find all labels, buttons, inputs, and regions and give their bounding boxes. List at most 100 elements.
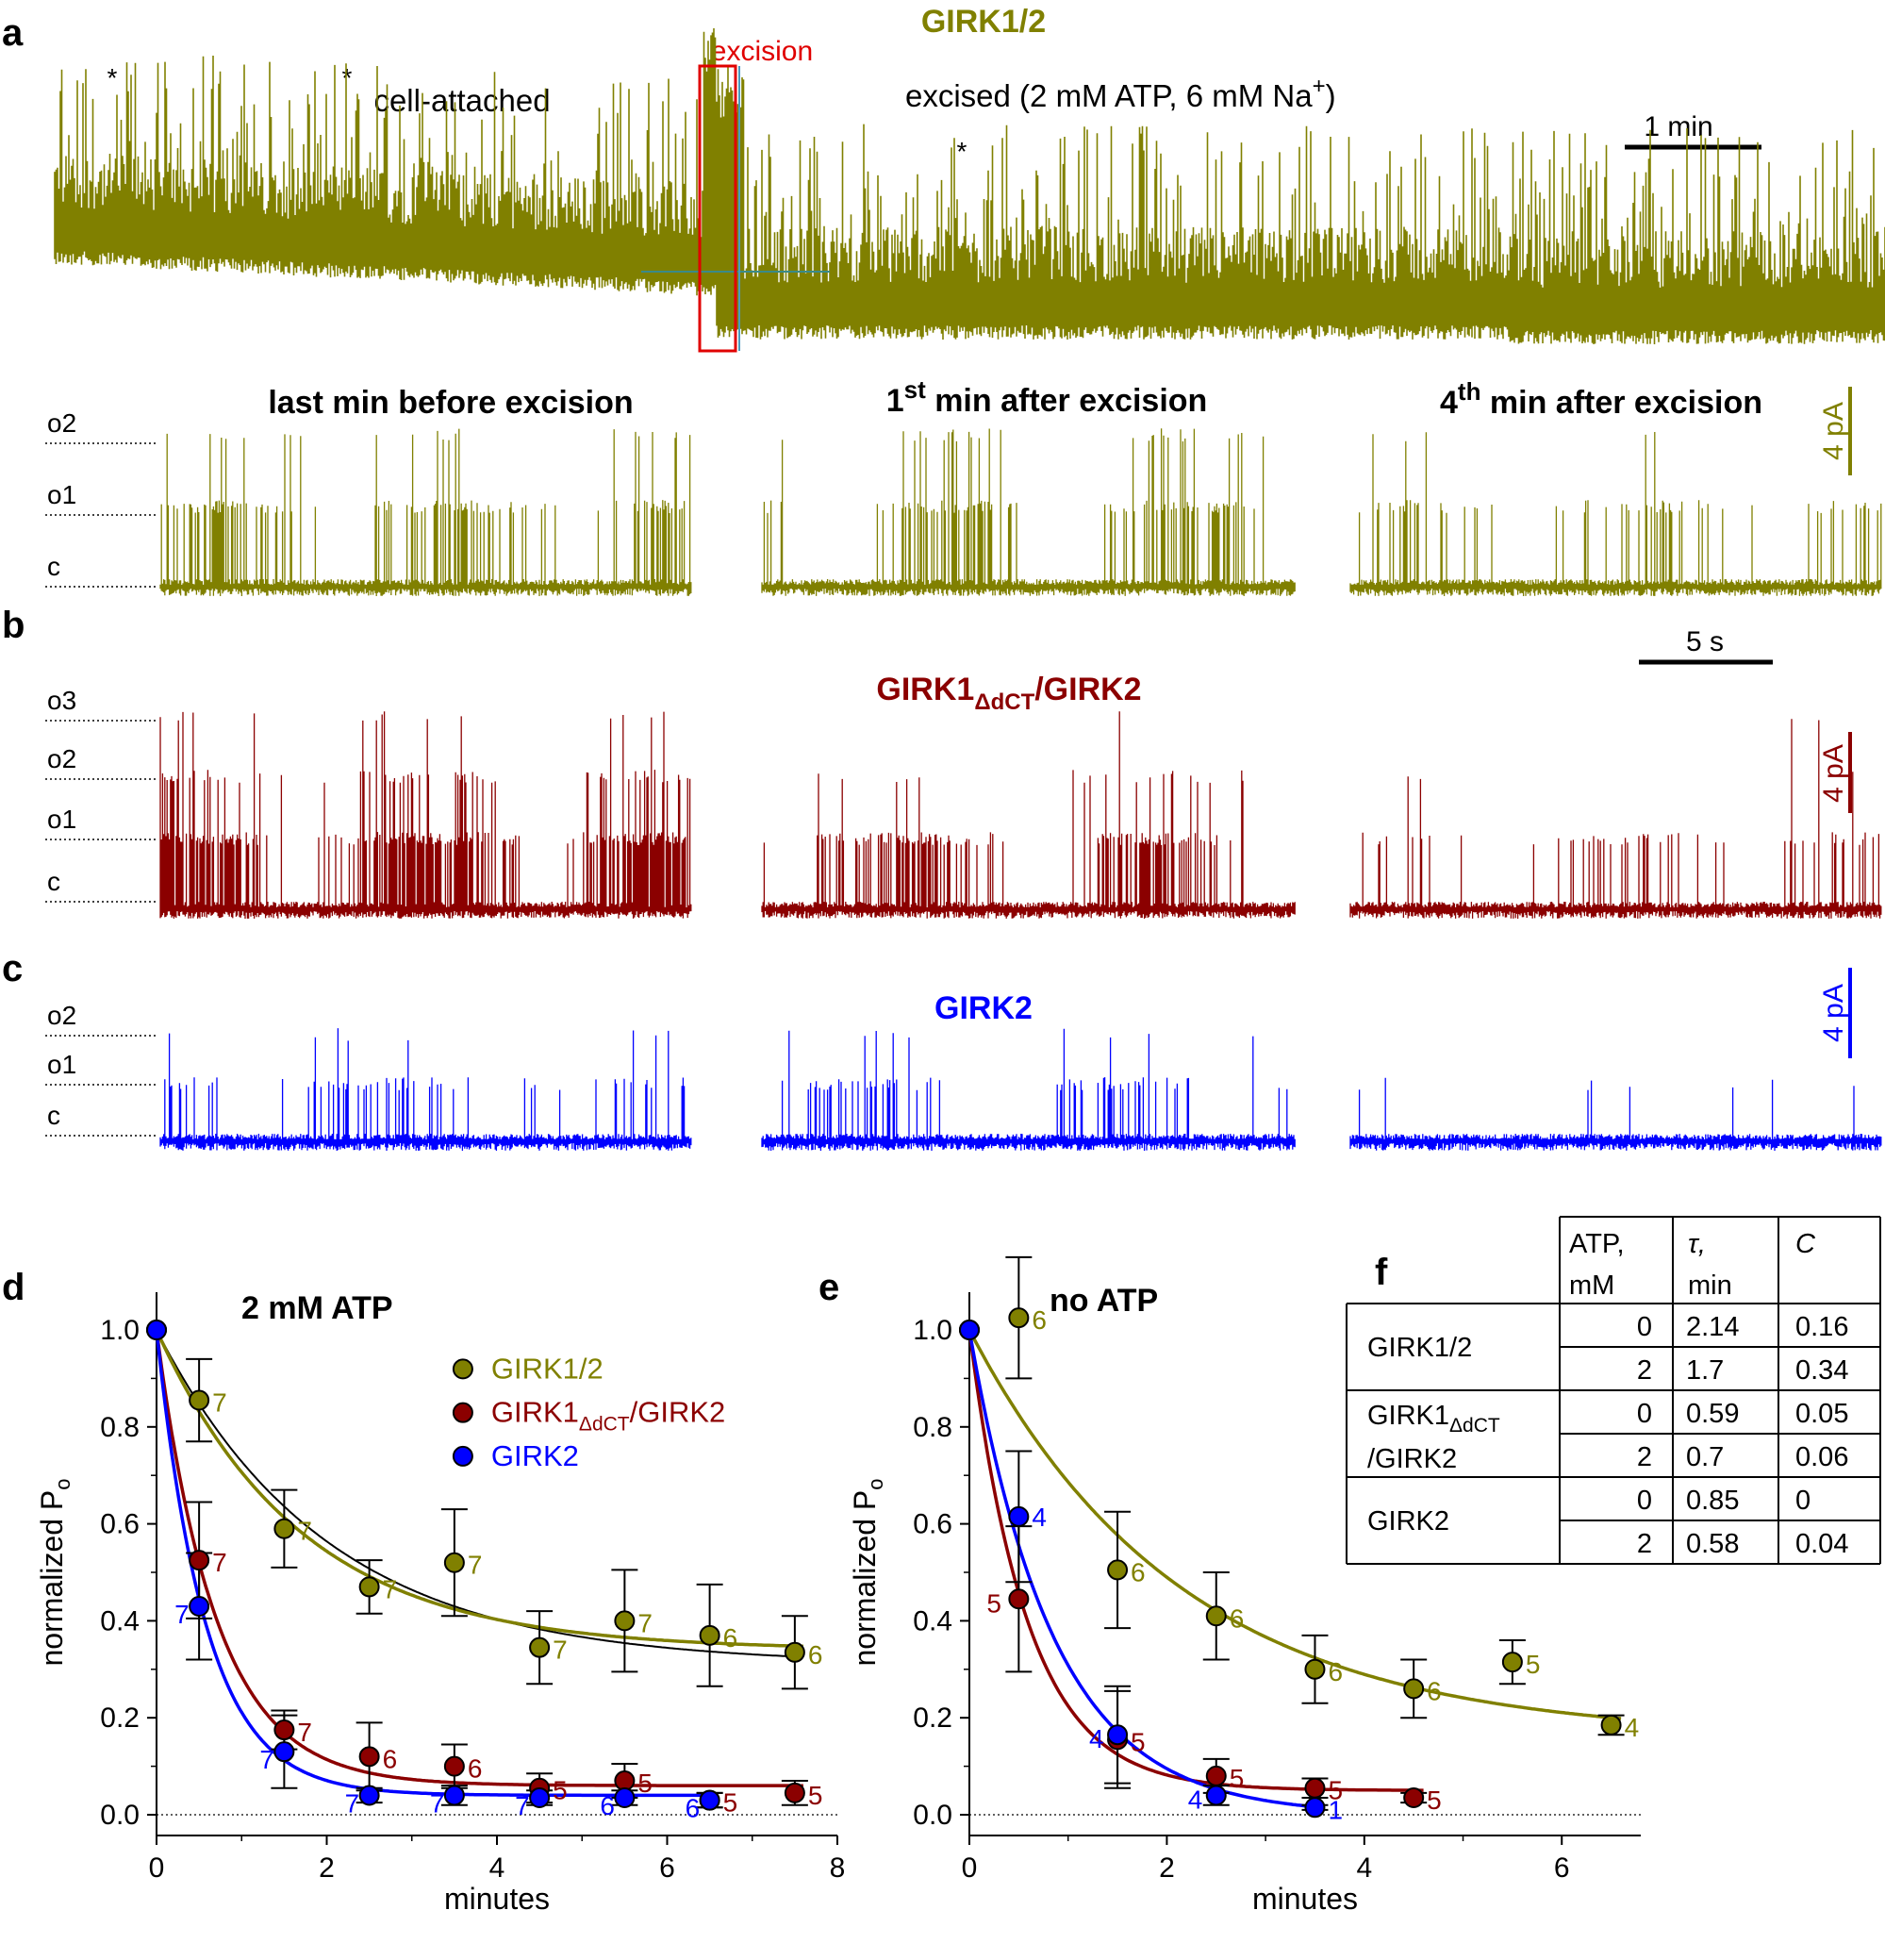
n-label: 7 (297, 1517, 312, 1546)
n-label: 6 (1427, 1676, 1442, 1705)
n-label: 5 (637, 1769, 653, 1798)
x-tick-label: 4 (1356, 1852, 1372, 1884)
data-point (1107, 1724, 1129, 1746)
data-point (358, 1576, 380, 1598)
data-point (273, 1719, 295, 1741)
table-c: 0.05 (1795, 1399, 1848, 1429)
table-header: τ, (1688, 1229, 1706, 1259)
excision-label: excision (711, 36, 813, 67)
n-label: 6 (1131, 1557, 1146, 1586)
n-label: 5 (723, 1788, 738, 1818)
data-point (273, 1518, 295, 1539)
n-label: 5 (553, 1776, 568, 1805)
cell-attached-label: cell-attached (373, 83, 550, 118)
data-point (189, 1550, 210, 1571)
y-tick-label: 0.0 (913, 1800, 952, 1831)
segment-trace-0-0 (159, 428, 692, 596)
excision-box (698, 64, 737, 353)
data-point (1501, 1652, 1523, 1673)
data-point (1403, 1678, 1425, 1700)
chart-e: 0.0 0.2 0.4 0.6 0.8 1.0 0 2 4 6 minutes normalized … (848, 1255, 1641, 1916)
y-tick-label: 0.4 (100, 1605, 140, 1636)
artifact-star-3: * (957, 137, 967, 166)
y-tick-label: 0.4 (913, 1605, 952, 1636)
n-label: 7 (212, 1548, 227, 1577)
n-label: 5 (1328, 1776, 1343, 1805)
long-recording-trace (54, 28, 1885, 344)
legend-marker (452, 1445, 473, 1467)
data-point (529, 1636, 551, 1658)
n-label: 7 (297, 1718, 312, 1747)
table-tau: 1.7 (1686, 1355, 1724, 1386)
data-point (614, 1787, 636, 1809)
n-label: 4 (1625, 1713, 1640, 1742)
level-label-c: c (47, 1101, 60, 1130)
table-atp: 2 (1637, 1529, 1652, 1559)
data-point (699, 1624, 720, 1646)
n-label: 5 (1131, 1727, 1146, 1756)
data-point (1600, 1714, 1622, 1736)
data-point (784, 1641, 805, 1663)
n-label: 6 (723, 1623, 738, 1653)
level-label-o3: o3 (47, 686, 76, 715)
artifact-star-1: * (107, 63, 118, 92)
table-atp: 0 (1637, 1399, 1652, 1429)
level-label-o2: o2 (47, 744, 76, 773)
y-tick-label: 0.6 (913, 1509, 952, 1540)
table-atp: 0 (1637, 1486, 1652, 1516)
data-point (1304, 1658, 1326, 1680)
level-label-c: c (47, 867, 60, 896)
data-point (1304, 1797, 1326, 1819)
n-label: 7 (383, 1574, 398, 1603)
n-label: 5 (808, 1781, 823, 1810)
seg-title-first: 1st min after excision (886, 375, 1208, 419)
data-point (1008, 1505, 1030, 1527)
artifact-star-2: * (342, 63, 353, 92)
n-label: 7 (345, 1788, 360, 1818)
level-label-c: c (47, 552, 60, 581)
scale-4pA-a-label: 4 pA (1818, 402, 1849, 460)
level-label-o1: o1 (47, 805, 76, 834)
table-c: 0 (1795, 1486, 1811, 1516)
segment-trace-1-0 (159, 711, 692, 919)
x-tick-label: 0 (149, 1852, 165, 1884)
n-label: 6 (468, 1754, 483, 1784)
x-tick-label: 6 (1554, 1852, 1570, 1884)
table-header: C (1795, 1229, 1816, 1259)
n-label: 7 (468, 1551, 483, 1580)
table-group: GIRK1ΔdCT (1367, 1401, 1500, 1437)
segment-trace-0-1 (761, 428, 1296, 596)
table-tau: 0.59 (1686, 1399, 1739, 1429)
x-tick-label: 4 (489, 1852, 505, 1884)
x-axis-label: minutes (444, 1882, 550, 1916)
x-tick-label: 2 (319, 1852, 335, 1884)
data-point (1205, 1785, 1227, 1806)
n-label: 6 (808, 1640, 823, 1669)
data-point (1008, 1307, 1030, 1329)
parameter-table: ATP, mM τ, min C GIRK1/2 0 2.14 0.16 2 1.7 0.34 GIRK… (1346, 1216, 1881, 1565)
data-point (1107, 1559, 1129, 1581)
level-markers: o2 o1 c o3 o2 o1 c o2 o1 c (45, 408, 158, 1137)
legend-marker (452, 1358, 473, 1380)
data-point (1008, 1588, 1030, 1610)
table-c: 0.04 (1795, 1529, 1848, 1559)
n-label: 5 (1427, 1786, 1442, 1815)
data-point (1205, 1605, 1227, 1627)
seg-title-before: last min before excision (268, 385, 633, 421)
level-label-o2: o2 (47, 408, 76, 438)
x-axis-label: minutes (1252, 1882, 1358, 1916)
x-tick-label: 0 (962, 1852, 978, 1884)
table-header: min (1688, 1271, 1732, 1301)
data-point (273, 1741, 295, 1763)
table-group: /GIRK2 (1367, 1444, 1457, 1474)
n-label: 4 (1089, 1724, 1104, 1753)
segment-trace-2-0 (159, 1028, 692, 1151)
y-axis-label: normalized Po (848, 1479, 887, 1667)
n-label: 7 (430, 1788, 445, 1818)
data-point (1403, 1787, 1425, 1809)
girk12-title: GIRK1/2 (921, 4, 1046, 40)
scale-4pA-b-label: 4 pA (1818, 744, 1849, 803)
x-tick-label: 2 (1159, 1852, 1175, 1884)
panel-letter-d: d (2, 1267, 25, 1308)
n-label: 1 (1328, 1795, 1343, 1824)
